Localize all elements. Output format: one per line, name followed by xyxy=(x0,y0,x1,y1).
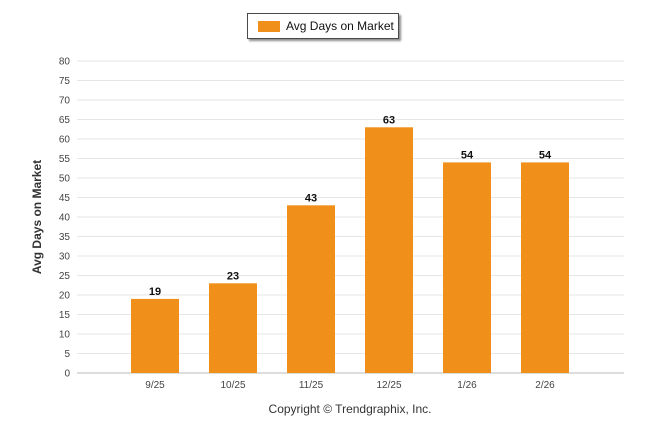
y-tick-label: 45 xyxy=(59,193,71,204)
y-tick-label: 25 xyxy=(59,271,71,282)
data-label: 23 xyxy=(227,270,239,282)
bar xyxy=(287,205,335,373)
y-tick-label: 80 xyxy=(59,57,71,68)
y-tick-label: 40 xyxy=(59,213,71,224)
bar xyxy=(209,283,257,373)
data-label: 19 xyxy=(149,286,161,298)
y-tick-label: 30 xyxy=(59,252,71,263)
y-tick-label: 70 xyxy=(59,96,71,107)
y-tick-label: 75 xyxy=(59,76,71,87)
x-tick-label: 12/25 xyxy=(376,380,401,391)
legend-swatch xyxy=(258,21,280,32)
y-tick-label: 65 xyxy=(59,115,71,126)
y-tick-label: 20 xyxy=(59,291,71,302)
y-tick-label: 50 xyxy=(59,174,71,185)
y-tick-label: 5 xyxy=(64,349,70,360)
y-tick-label: 55 xyxy=(59,154,71,165)
bar xyxy=(131,298,179,373)
x-tick-label: 9/25 xyxy=(145,380,165,391)
data-label: 63 xyxy=(383,114,395,126)
copyright-text: Copyright © Trendgraphix, Inc. xyxy=(268,402,432,416)
bar xyxy=(443,162,491,373)
y-tick-label: 60 xyxy=(59,135,71,146)
bar xyxy=(365,127,413,373)
legend: Avg Days on Market xyxy=(247,13,399,39)
x-tick-label: 10/25 xyxy=(220,380,245,391)
y-axis-title: Avg Days on Market xyxy=(30,160,44,274)
y-tick-label: 0 xyxy=(64,369,70,380)
x-tick-label: 2/26 xyxy=(535,380,555,391)
y-tick-label: 35 xyxy=(59,232,71,243)
data-label: 43 xyxy=(305,192,317,204)
y-tick-label: 10 xyxy=(59,330,71,341)
bar xyxy=(521,162,569,373)
x-tick-label: 11/25 xyxy=(299,380,324,391)
legend-label: Avg Days on Market xyxy=(286,19,394,33)
x-tick-label: 1/26 xyxy=(457,380,477,391)
y-tick-label: 15 xyxy=(59,310,71,321)
data-label: 54 xyxy=(539,149,552,161)
data-label: 54 xyxy=(461,149,474,161)
